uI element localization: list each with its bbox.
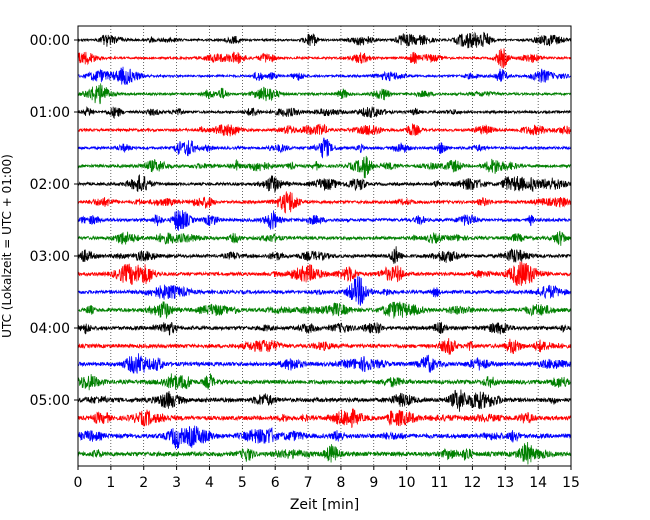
x-tick-label: 5 <box>238 475 247 491</box>
x-tick-label: 0 <box>74 475 83 491</box>
plot-frame <box>77 25 572 467</box>
x-axis-title: Zeit [min] <box>290 497 359 513</box>
y-tick-label: 02:00 <box>30 177 70 193</box>
trace-line <box>77 301 572 319</box>
x-tick-label: 14 <box>529 475 547 491</box>
x-tick-label: 6 <box>271 475 280 491</box>
trace-line <box>77 48 572 69</box>
trace-line <box>77 338 572 355</box>
x-tick-label: 2 <box>139 475 148 491</box>
x-tick-label: 15 <box>562 475 580 491</box>
x-tick-label: 10 <box>398 475 416 491</box>
trace-line <box>77 106 572 119</box>
trace-line <box>77 66 572 86</box>
trace-line <box>77 123 572 137</box>
seismic-traces <box>77 31 572 465</box>
trace-line <box>77 155 572 179</box>
x-tick-label: 13 <box>496 475 514 491</box>
trace-line <box>77 389 572 412</box>
trace-line <box>77 230 572 246</box>
vertical-grid <box>110 26 539 466</box>
trace-line <box>77 276 572 306</box>
x-tick-label: 7 <box>304 475 313 491</box>
y-tick-label: 04:00 <box>30 321 70 337</box>
trace-line <box>77 353 572 374</box>
trace-line <box>77 425 572 449</box>
y-axis: 00:00 01:00 02:00 03:00 04:00 05:00 <box>30 33 78 409</box>
trace-line <box>77 407 572 428</box>
x-tick-label: 3 <box>172 475 181 491</box>
trace-line <box>77 191 572 214</box>
plot-background <box>78 26 571 466</box>
trace-line <box>77 174 572 193</box>
trace-line <box>77 261 572 286</box>
trace-line <box>77 31 572 49</box>
x-axis: 0 1 2 3 4 5 6 7 8 9 10 11 12 13 14 15 <box>74 466 580 491</box>
y-tick-label: 00:00 <box>30 33 70 49</box>
trace-line <box>77 442 572 465</box>
trace-line <box>77 210 572 231</box>
x-tick-label: 11 <box>431 475 449 491</box>
y-tick-label: 03:00 <box>30 249 70 265</box>
y-axis-title: UTC (Lokalzeit = UTC + 01:00) <box>0 154 14 338</box>
trace-line <box>77 137 572 159</box>
x-tick-label: 12 <box>463 475 481 491</box>
trace-line <box>77 321 572 336</box>
y-tick-label: 01:00 <box>30 105 70 121</box>
trace-line <box>77 373 572 391</box>
x-tick-label: 8 <box>336 475 345 491</box>
x-tick-label: 1 <box>106 475 115 491</box>
x-tick-label: 9 <box>369 475 378 491</box>
x-tick-label: 4 <box>205 475 214 491</box>
trace-line <box>77 83 572 105</box>
y-tick-label: 05:00 <box>30 393 70 409</box>
trace-line <box>77 246 572 264</box>
